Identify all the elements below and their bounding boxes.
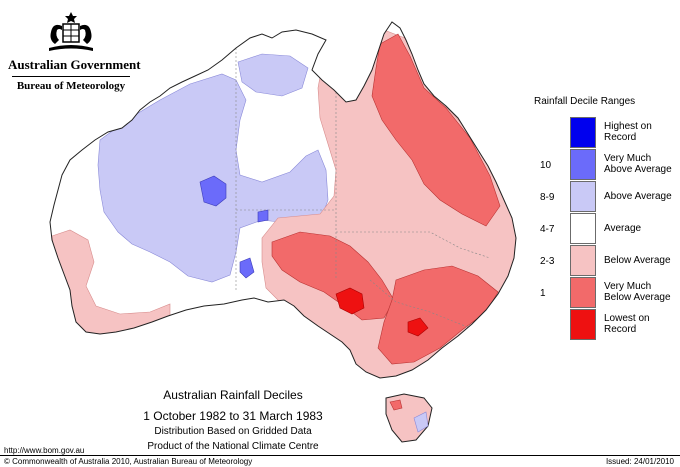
legend-range-label: 1	[540, 288, 546, 299]
legend-label-line: Above Average	[604, 164, 672, 175]
legend-color-swatch	[570, 277, 596, 308]
legend-label-line: Record	[604, 132, 637, 143]
legend-category-label: Lowest on Record	[604, 313, 676, 335]
map-title: Australian Rainfall Deciles	[163, 388, 303, 402]
government-name: Australian Government	[8, 57, 141, 72]
legend-category-label: Highest on Record	[604, 121, 676, 143]
legend-range-label: 10	[540, 160, 552, 171]
legend-label-line: Lowest on	[604, 313, 650, 324]
legend-label-line: Average	[604, 223, 642, 234]
legend-label-line: Below Average	[604, 255, 671, 266]
very-much-below-average-se-zone	[377, 265, 499, 365]
legend-title: Rainfall Decile Ranges	[534, 96, 636, 107]
map-date-range: 1 October 1982 to 31 March 1983	[143, 409, 323, 423]
legend-color-swatch	[570, 117, 596, 148]
legend-item: Highest on Record	[534, 117, 674, 148]
legend-range-label: 4-7	[540, 224, 555, 235]
legend-label-line: Highest on	[604, 121, 652, 132]
very-much-above-average-zone-2	[239, 257, 255, 279]
legend-label-line: Above Average	[604, 191, 672, 202]
legend-category-label: Very Much Below Average	[604, 281, 676, 303]
legend-item: 8-9 Above Average	[534, 181, 674, 212]
very-much-above-average-zone-3	[257, 209, 269, 223]
legend-range-label: 2-3	[540, 256, 555, 267]
legend-color-swatch	[570, 309, 596, 340]
issued-date: Issued: 24/01/2010	[605, 457, 674, 466]
legend-item: 10 Very Much Above Average	[534, 149, 674, 180]
legend-color-swatch	[570, 213, 596, 244]
legend-label-line: Very Much	[604, 281, 652, 292]
legend-color-swatch	[570, 245, 596, 276]
legend-category-label: Below Average	[604, 255, 676, 266]
tasmania	[385, 393, 433, 443]
legend-color-swatch	[570, 181, 596, 212]
map-method-note: Distribution Based on Gridded Data	[154, 426, 312, 437]
legend-item: 1 Very Much Below Average	[534, 277, 674, 308]
bureau-name: Bureau of Meteorology	[16, 80, 126, 92]
legend-label-line: Record	[604, 324, 637, 335]
legend-item: Lowest on Record	[534, 309, 674, 340]
decile-legend: Rainfall Decile Ranges Highest on Record 1…	[534, 96, 674, 341]
legend-item: 4-7 Average	[534, 213, 674, 244]
australian-government-logo: Australian Government Bureau of Meteorol…	[8, 10, 141, 92]
copyright-notice: © Commonwealth of Australia 2010, Austra…	[4, 457, 253, 466]
legend-label-line: Very Much	[604, 153, 652, 164]
coat-of-arms-icon	[49, 12, 93, 51]
legend-category-label: Above Average	[604, 191, 676, 202]
map-caption: Australian Rainfall Deciles 1 October 19…	[118, 388, 348, 453]
lowest-on-record-zone	[335, 287, 365, 315]
very-much-below-average-sa-zone	[271, 231, 395, 321]
very-much-below-average-qld-zone	[371, 33, 501, 227]
legend-color-swatch	[570, 149, 596, 180]
map-producer-note: Product of the National Climate Centre	[147, 441, 319, 452]
state-borders	[235, 40, 491, 329]
legend-range-label: 8-9	[540, 192, 555, 203]
lowest-on-record-zone-2	[407, 317, 429, 337]
legend-category-label: Average	[604, 223, 676, 234]
footer-divider	[0, 455, 680, 456]
legend-item: 2-3 Below Average	[534, 245, 674, 276]
very-much-above-average-zone	[199, 175, 227, 207]
mainland-outline	[49, 21, 517, 379]
legend-category-label: Very Much Above Average	[604, 153, 676, 175]
above-average-north-zone	[237, 53, 309, 97]
bom-website-link[interactable]: http://www.bom.gov.au	[4, 446, 85, 455]
header-divider	[12, 76, 130, 77]
legend-label-line: Below Average	[604, 292, 671, 303]
